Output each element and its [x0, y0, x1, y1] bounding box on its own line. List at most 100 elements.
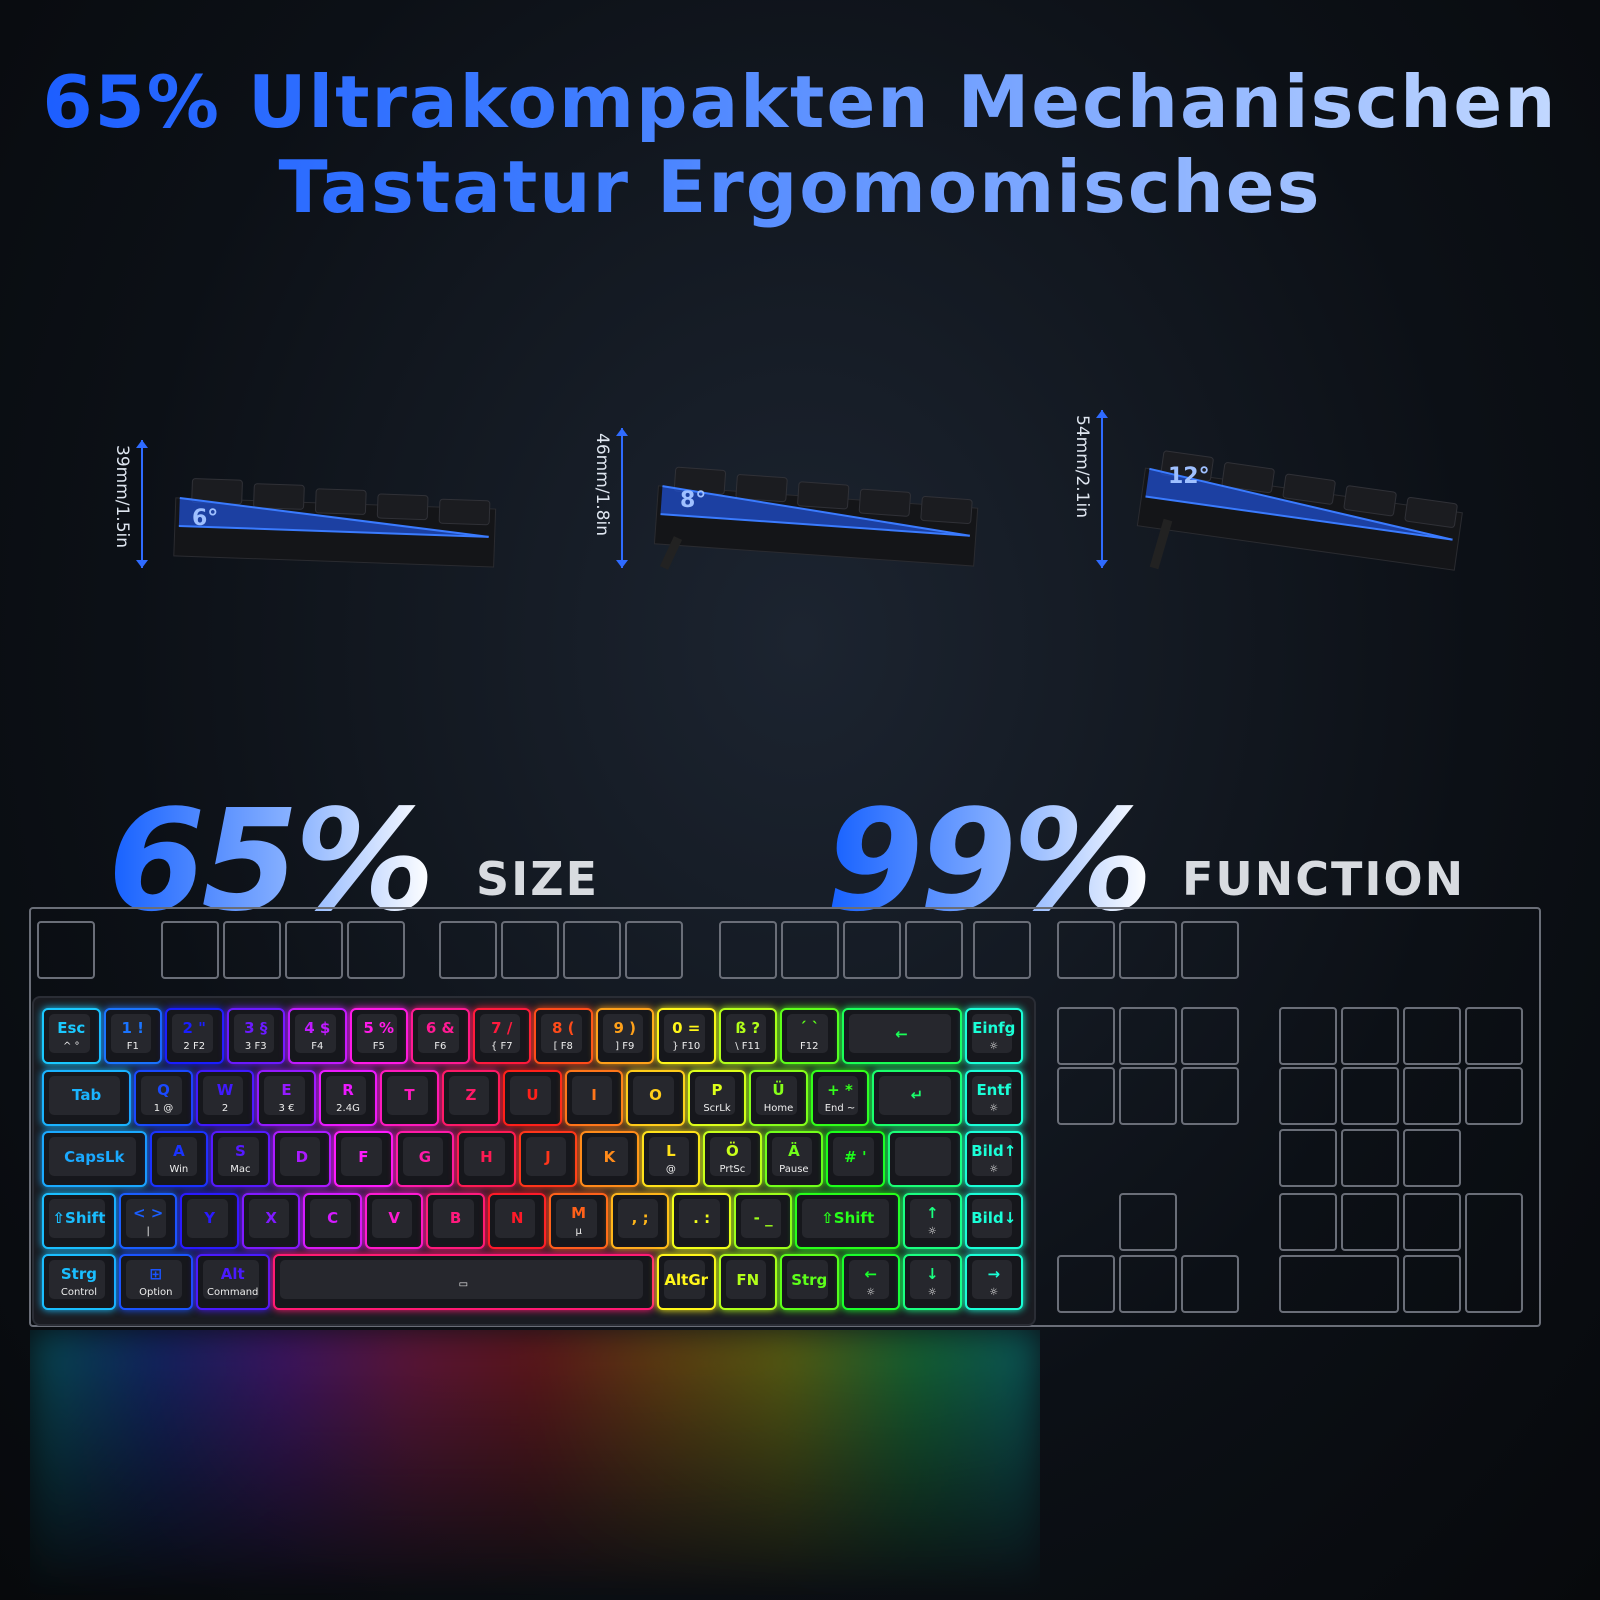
outline-key: [1181, 1255, 1239, 1313]
key[interactable]: ⇧Shift: [795, 1192, 900, 1249]
key[interactable]: 5 % F5: [349, 1008, 408, 1064]
key[interactable]: Ä Pause: [764, 1131, 824, 1187]
key[interactable]: Strg: [780, 1254, 839, 1310]
key[interactable]: < > |: [118, 1192, 178, 1249]
outline-key: [905, 921, 963, 979]
key[interactable]: - _: [733, 1192, 793, 1249]
key[interactable]: Entf ☼: [964, 1069, 1023, 1126]
key-legend: B: [449, 1209, 462, 1227]
keycap: [971, 1260, 1012, 1299]
key[interactable]: + * End ~: [810, 1069, 870, 1126]
key[interactable]: 4 $ F4: [288, 1008, 347, 1064]
key[interactable]: ←: [841, 1008, 962, 1064]
key[interactable]: 7 / { F7: [472, 1008, 531, 1064]
key-legend: →: [987, 1265, 1001, 1283]
key[interactable]: 9 )] F9: [595, 1008, 654, 1064]
key-legend: ⊞: [149, 1265, 163, 1283]
key[interactable]: ⊞ Option: [118, 1254, 193, 1310]
key[interactable]: K: [580, 1131, 639, 1187]
key-legend: K: [603, 1147, 616, 1166]
keycap: [971, 1198, 1012, 1238]
key[interactable]: L @: [641, 1131, 701, 1187]
key[interactable]: Alt Command: [195, 1254, 270, 1310]
key[interactable]: , ;: [610, 1192, 670, 1249]
key-legend: L: [666, 1142, 676, 1160]
key[interactable]: ´ ` F12: [780, 1008, 839, 1064]
key[interactable]: Q 1 @: [134, 1069, 193, 1126]
key[interactable]: ß ? \ F11: [718, 1008, 777, 1064]
key[interactable]: G: [395, 1131, 455, 1187]
key-legend: ←: [864, 1265, 878, 1283]
key[interactable]: ↑ ☼: [903, 1192, 962, 1249]
key[interactable]: 3 § 3 F3: [226, 1008, 285, 1064]
key[interactable]: H: [457, 1131, 516, 1187]
key[interactable]: U: [503, 1069, 562, 1126]
key[interactable]: S Mac: [211, 1131, 270, 1187]
function-percent: 99%: [826, 780, 1153, 943]
key[interactable]: Y: [180, 1192, 239, 1249]
key[interactable]: Bild↓: [964, 1192, 1023, 1249]
outline-key: [1119, 1067, 1177, 1125]
key[interactable]: AltGr: [657, 1254, 716, 1310]
rgb-reflection: [30, 1330, 1040, 1600]
key[interactable]: → ☼: [964, 1254, 1023, 1310]
key-sublegend: 3 €: [278, 1102, 295, 1114]
key-sublegend: ☼: [989, 1041, 999, 1052]
key-legend: C: [327, 1209, 339, 1227]
key[interactable]: 0 =} F10: [657, 1008, 716, 1064]
key[interactable]: N: [487, 1192, 547, 1249]
key-legend: S: [234, 1142, 246, 1160]
keycap: [648, 1137, 690, 1176]
tilt-angle-label: 12°: [1168, 464, 1210, 489]
key[interactable]: Bild↑ ☼: [964, 1131, 1023, 1187]
key[interactable]: ↓ ☼: [903, 1254, 962, 1310]
key[interactable]: T: [380, 1069, 439, 1126]
key[interactable]: ↵: [872, 1069, 962, 1126]
key[interactable]: Ö PrtSc: [703, 1131, 762, 1187]
key[interactable]: O: [626, 1069, 685, 1126]
key[interactable]: F: [334, 1131, 393, 1187]
key[interactable]: . :: [672, 1192, 731, 1249]
key[interactable]: C: [303, 1192, 362, 1249]
key[interactable]: Strg Control: [42, 1254, 116, 1310]
key[interactable]: Tab: [42, 1069, 132, 1126]
key[interactable]: 6 & F6: [411, 1008, 470, 1064]
key[interactable]: Z: [441, 1069, 501, 1126]
key[interactable]: [887, 1131, 962, 1187]
key[interactable]: E 3 €: [257, 1069, 316, 1126]
key[interactable]: B: [426, 1192, 485, 1249]
key[interactable]: Ü Home: [749, 1069, 808, 1126]
key[interactable]: D: [272, 1131, 332, 1187]
key[interactable]: ← ☼: [841, 1254, 900, 1310]
key[interactable]: CapsLk: [42, 1131, 147, 1187]
key[interactable]: A Win: [149, 1131, 209, 1187]
keycap: [172, 1014, 213, 1053]
outline-case: [29, 907, 1541, 1327]
key-sublegend: F4: [311, 1041, 324, 1052]
key[interactable]: I: [564, 1069, 624, 1126]
keycap: [910, 1198, 951, 1238]
key[interactable]: 1 ! F1: [103, 1008, 162, 1064]
key[interactable]: P ScrLk: [687, 1069, 747, 1126]
keycap: [141, 1075, 182, 1115]
key[interactable]: J: [518, 1131, 578, 1187]
key[interactable]: X: [241, 1192, 301, 1249]
key[interactable]: V: [364, 1192, 424, 1249]
key[interactable]: Einfg ☼: [964, 1008, 1023, 1064]
key-legend: + *: [827, 1080, 853, 1099]
key[interactable]: R 2.4G: [318, 1069, 378, 1126]
key[interactable]: FN: [718, 1254, 777, 1310]
key[interactable]: Esc ^ °: [42, 1008, 101, 1064]
key[interactable]: 8 ([ F8: [534, 1008, 593, 1064]
outline-key: [973, 921, 1031, 979]
key[interactable]: ⇧Shift: [42, 1192, 116, 1249]
key[interactable]: ▭: [272, 1254, 654, 1310]
key-legend: T: [404, 1086, 415, 1104]
key-legend: ⇧Shift: [821, 1209, 875, 1227]
profile-2: 46mm/1.8in 8°: [588, 400, 1008, 590]
key[interactable]: # ': [826, 1131, 885, 1187]
key[interactable]: 2 " 2 F2: [165, 1008, 224, 1064]
keycap: [664, 1014, 705, 1053]
